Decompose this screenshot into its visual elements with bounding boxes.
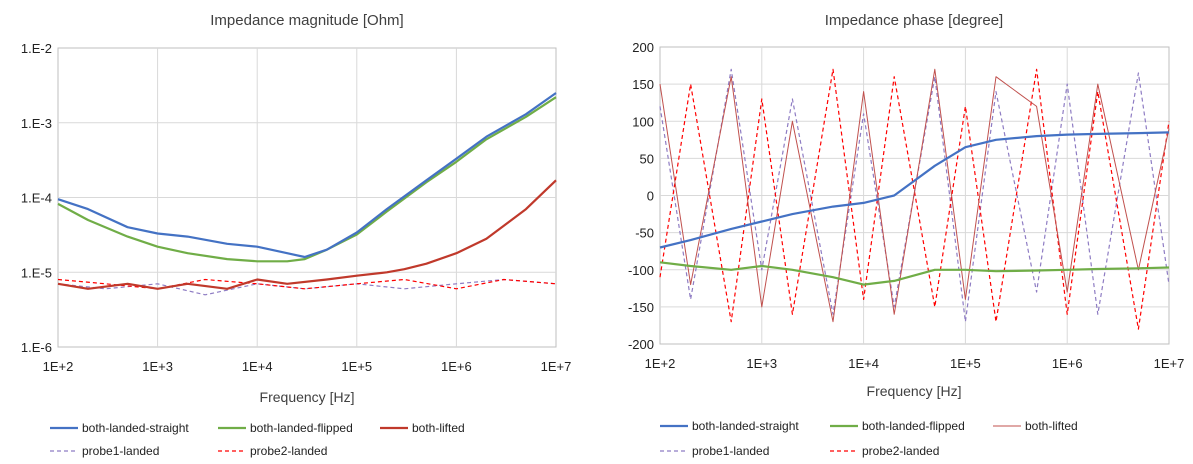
y-tick-label: 1.E-3 (21, 116, 52, 131)
y-tick-label: 200 (632, 40, 654, 55)
series-line-both-landed-flipped (57, 96, 557, 263)
legend-item-probe2-landed: probe2-landed (830, 444, 939, 458)
x-tick-label: 1E+7 (1154, 356, 1185, 371)
y-tick-label: -150 (628, 300, 654, 315)
series-line-both-landed-straight (57, 92, 557, 259)
y-tick-label: 1.E-2 (21, 41, 52, 56)
x-tick-label: 1E+7 (541, 359, 572, 374)
y-tick-label: -200 (628, 337, 654, 352)
legend-label: probe2-landed (250, 444, 327, 458)
y-tick-label: 100 (632, 114, 654, 129)
legend-item-both-landed-flipped: both-landed-flipped (830, 419, 965, 433)
x-tick-label: 1E+4 (848, 356, 879, 371)
x-tick-label: 1E+4 (242, 359, 273, 374)
legend-item-both-lifted: both-lifted (993, 419, 1078, 433)
y-tick-label: -100 (628, 263, 654, 278)
legend-label: probe2-landed (862, 444, 939, 458)
legend-label: both-lifted (1025, 419, 1078, 433)
y-tick-label: 1.E-4 (21, 191, 52, 206)
y-tick-label: 150 (632, 77, 654, 92)
series-line-probe2-landed (57, 278, 557, 290)
legend-label: both-landed-flipped (250, 421, 353, 435)
chart-title: Impedance magnitude [Ohm] (210, 12, 403, 29)
series-line-both-lifted (57, 179, 557, 290)
legend-label: both-landed-flipped (862, 419, 965, 433)
y-tick-label: 1.E-6 (21, 340, 52, 355)
series-line-probe2-landed (659, 68, 1170, 330)
legend-label: both-landed-straight (692, 419, 799, 433)
legend-item-both-lifted: both-lifted (380, 421, 465, 435)
x-tick-label: 1E+5 (950, 356, 981, 371)
y-tick-label: 0 (647, 189, 654, 204)
legend-item-both-landed-flipped: both-landed-flipped (218, 421, 353, 435)
y-tick-label: 50 (640, 151, 654, 166)
x-tick-label: 1E+2 (645, 356, 676, 371)
legend-label: probe1-landed (82, 444, 159, 458)
x-axis-title: Frequency [Hz] (260, 389, 355, 405)
x-axis-title: Frequency [Hz] (867, 383, 962, 399)
x-tick-label: 1E+5 (341, 359, 372, 374)
legend-item-probe1-landed: probe1-landed (50, 444, 159, 458)
impedance-phase-chart: Impedance phase [degree] 1E+2 1E+3 1E+4 1E+… (628, 12, 1184, 458)
series-line-both-landed-flipped (659, 261, 1170, 286)
legend-item-both-landed-straight: both-landed-straight (50, 421, 189, 435)
y-tick-label: -50 (635, 226, 654, 241)
legend-label: probe1-landed (692, 444, 769, 458)
x-tick-label: 1E+6 (1052, 356, 1083, 371)
series-line-both-landed-straight (659, 131, 1170, 249)
y-tick-label: 1.E-5 (21, 265, 52, 280)
chart-title: Impedance phase [degree] (825, 12, 1003, 29)
x-tick-label: 1E+3 (142, 359, 173, 374)
legend-item-both-landed-straight: both-landed-straight (660, 419, 799, 433)
legend-item-probe1-landed: probe1-landed (660, 444, 769, 458)
impedance-magnitude-chart: Impedance magnitude [Ohm] 1E+2 1E+3 1E+4 1E… (21, 12, 571, 458)
x-tick-label: 1E+3 (746, 356, 777, 371)
legend-label: both-landed-straight (82, 421, 189, 435)
legend-label: both-lifted (412, 421, 465, 435)
x-tick-label: 1E+2 (43, 359, 74, 374)
x-tick-label: 1E+6 (441, 359, 472, 374)
legend-item-probe2-landed: probe2-landed (218, 444, 327, 458)
series-line-both-lifted (659, 68, 1170, 323)
